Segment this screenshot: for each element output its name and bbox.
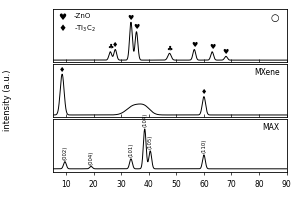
Text: ♥: ♥ bbox=[58, 13, 67, 22]
Text: ♣: ♣ bbox=[167, 46, 172, 52]
Text: ♥: ♥ bbox=[128, 15, 134, 21]
Text: ♥: ♥ bbox=[223, 49, 229, 55]
Text: ♥: ♥ bbox=[133, 24, 140, 30]
Text: MXene: MXene bbox=[254, 68, 280, 77]
Text: ○: ○ bbox=[271, 13, 280, 23]
Text: MAX: MAX bbox=[262, 123, 280, 132]
Text: (101): (101) bbox=[128, 143, 134, 157]
Text: (004): (004) bbox=[88, 150, 94, 165]
Text: ♦: ♦ bbox=[112, 42, 119, 48]
Text: ♦: ♦ bbox=[201, 89, 207, 95]
Text: ♦: ♦ bbox=[58, 24, 67, 33]
Text: (104): (104) bbox=[142, 113, 147, 127]
Text: (110): (110) bbox=[201, 139, 206, 153]
Text: intensity (a.u.): intensity (a.u.) bbox=[3, 69, 12, 131]
Text: (002): (002) bbox=[62, 146, 68, 160]
Text: (105): (105) bbox=[148, 135, 153, 149]
Text: -ZnO: -ZnO bbox=[74, 13, 91, 19]
Text: -Ti$_3$C$_2$: -Ti$_3$C$_2$ bbox=[74, 24, 95, 34]
Text: ♦: ♦ bbox=[59, 67, 65, 73]
Text: ♥: ♥ bbox=[191, 42, 197, 48]
Text: ♣: ♣ bbox=[107, 44, 113, 50]
Text: ♥: ♥ bbox=[209, 44, 215, 50]
